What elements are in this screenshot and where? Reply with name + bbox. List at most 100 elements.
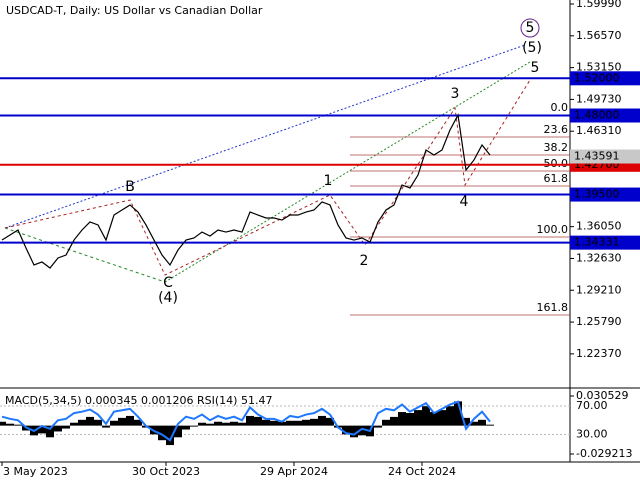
wave-label: 1 [324,173,333,189]
y-tick-label: 1.53150 [576,61,622,74]
rsi-line [1,400,491,442]
macd-bar [230,421,238,426]
macd-bar [342,425,350,435]
rsi-tick-label: 70.00 [576,399,608,412]
macd-bar [158,425,166,441]
trend-line [164,61,531,283]
fib-label: 23.6 [544,123,569,136]
macd-bar [78,419,86,426]
macd-bar [206,423,214,426]
macd-bar [62,425,70,429]
macd-bar [118,417,126,426]
macd-bar [302,419,310,426]
macd-bar [430,412,438,426]
macd-bar [478,419,486,426]
y-tick-label: 1.59990 [576,0,622,10]
macd-bar [350,425,358,438]
macd-bar [486,424,494,426]
macd-bar [126,415,134,426]
wave-label: (4) [158,290,178,306]
fib-label: 100.0 [537,223,569,236]
macd-bar [14,424,22,426]
macd-bar [406,413,414,426]
y-tick-label: 1.25790 [576,315,622,328]
level-tag [570,71,640,86]
macd-bar [190,425,198,427]
macd-bar [358,425,366,436]
level-label: 1.39500 [574,188,620,201]
macd-bar [262,419,270,426]
fib-label: 161.8 [537,301,569,314]
macd-bar [254,416,262,426]
macd-bar [238,422,246,426]
x-tick-label: 3 May 2023 [3,465,68,478]
macd-bar [38,425,46,434]
macd-tick-label: -0.029213 [576,447,632,460]
wave-label: (5) [522,40,542,56]
level-label: 1.34331 [574,236,620,249]
wave-label: 4 [460,194,469,210]
wave-circle [520,18,540,38]
macd-bar [286,420,294,426]
macd-bar [270,420,278,426]
macd-bar [46,425,54,438]
macd-bar [414,410,422,426]
macd-bar [86,416,94,426]
macd-bar [422,406,430,426]
macd-bar [0,421,6,426]
fib-label: 61.8 [544,172,569,185]
macd-tick-label: 0.030529 [576,389,629,402]
wave-line [4,227,166,283]
macd-bar [278,421,286,426]
rsi-tick-label: 30.00 [576,428,608,441]
macd-bar [198,422,206,426]
price-line [1,113,491,269]
current-price-tag [570,149,640,164]
y-tick-label: 1.49730 [576,92,622,105]
macd-bar [54,425,62,432]
macd-bar [318,415,326,426]
wave-label: 5 [531,60,540,76]
wave-label: 2 [360,253,369,269]
macd-bar [446,406,454,426]
level-tag [570,187,640,202]
chart-title: USDCAD-T, Daily: US Dollar vs Canadian D… [6,4,263,17]
macd-bar [110,420,118,426]
macd-bar [398,412,406,426]
macd-bar [174,425,182,438]
y-tick-label: 1.32630 [576,251,622,264]
macd-bar [182,425,190,430]
y-tick-label: 1.36050 [576,220,622,233]
macd-bar [470,421,478,426]
macd-bar [310,418,318,426]
wave-label: 3 [451,86,460,102]
macd-bar [462,417,470,426]
macd-bar [382,419,390,426]
level-tag [570,108,640,123]
wave-label: 5 [526,20,535,36]
x-tick-label: 24 Oct 2024 [388,465,456,478]
y-tick-label: 1.22370 [576,347,622,360]
y-tick-label: 1.56570 [576,29,622,42]
macd-bar [438,410,446,426]
macd-bar [390,416,398,426]
level-label: 1.48000 [574,109,620,122]
x-tick-label: 30 Oct 2023 [132,465,200,478]
macd-bar [294,420,302,426]
macd-bar [454,401,462,426]
macd-bar [374,425,382,428]
macd-bar [102,425,110,428]
fib-label: 38.2 [544,141,569,154]
wave-label: C [163,275,173,291]
wave-lines [4,44,531,283]
level-label: 1.52000 [574,71,620,84]
y-tick-label: 1.46310 [576,124,622,137]
macd-bar [166,425,174,446]
fib-label: 0.0 [551,101,569,114]
macd-bar [326,417,334,426]
macd-bar [214,421,222,426]
y-tick-label: 1.29210 [576,283,622,296]
macd-bar [134,419,142,426]
